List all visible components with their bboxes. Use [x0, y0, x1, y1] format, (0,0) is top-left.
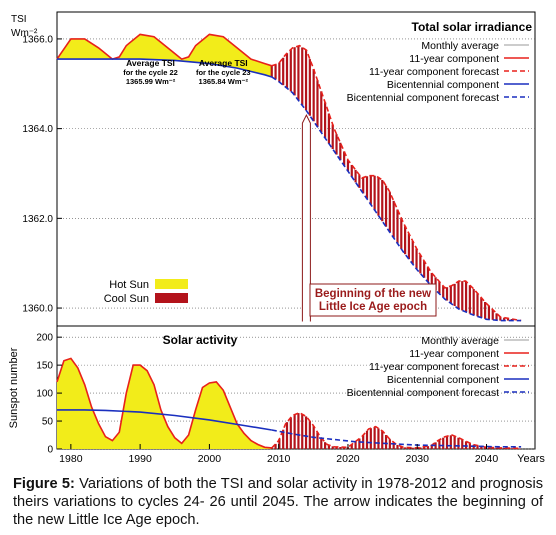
tsi-ytick-label: 1362.0 [22, 214, 53, 225]
tsi-legend-label: Bicentennial component [387, 79, 499, 91]
tsi-annotation-line: for the cycle 22 [123, 68, 178, 77]
tsi-ytick-label: 1366.0 [22, 34, 53, 45]
tsi-fill-legend-label: Cool Sun [104, 293, 149, 305]
tsi-hot-sun-area [57, 34, 272, 78]
tsi-series-bicentennial-component-forecast [271, 76, 522, 322]
sunspot-axis-title: Sunspot number [8, 347, 20, 428]
tsi-annotation-line: 1365.84 Wm⁻² [199, 77, 249, 86]
sunspot-series-bicentennial-component-forecast [271, 429, 522, 448]
tsi-fill-legend-swatch [155, 293, 188, 303]
tsi-panel: 1360.0 1362.0 1364.0 1366.0 TSI Wm⁻² Total … [11, 11, 536, 327]
sunspot-legend-label: Bicentennial component [387, 374, 499, 386]
tsi-legend-label: 11-year component [409, 53, 499, 65]
tsi-series-bicentennial-component [57, 58, 273, 78]
tsi-axis-unit: Wm⁻² [11, 28, 38, 39]
sunspot-chart-title: Solar activity [163, 333, 238, 347]
tsi-series-11-year-component [56, 33, 273, 67]
sunspot-x-axis-label: Years [517, 453, 545, 465]
caption-label: Figure 5: [13, 476, 75, 492]
tsi-fill-legend-swatch [155, 279, 188, 289]
sunspot-hot-sun-area [57, 358, 272, 449]
tsi-ytick-label: 1364.0 [22, 124, 53, 135]
sunspot-xtick-label: 2010 [267, 453, 291, 465]
little-ice-age-arrow [301, 114, 311, 322]
sunspot-ytick-label: 50 [42, 417, 54, 428]
sunspot-ytick-label: 100 [36, 389, 53, 400]
tsi-annotation-line: Average TSI [199, 58, 248, 68]
figure-caption: Figure 5: Variations of both the TSI and… [13, 475, 543, 529]
sunspot-ytick-label: 0 [47, 445, 53, 456]
tsi-axis-title: TSI [11, 14, 27, 25]
sunspot-legend-label: Bicentennial component forecast [347, 387, 499, 399]
tsi-legend-label: 11-year component forecast [369, 66, 499, 78]
little-ice-age-label-box [309, 283, 437, 317]
tsi-annotation-line: 1365.99 Wm⁻² [126, 77, 176, 86]
tsi-legend-label: Monthly average [421, 40, 499, 52]
sunspot-legend-label: Monthly average [421, 335, 499, 347]
sunspot-xtick-label: 2000 [198, 453, 222, 465]
tsi-legend-label: Bicentennial component forecast [347, 92, 499, 104]
sunspot-xtick-label: 1980 [59, 453, 83, 465]
sunspot-xtick-label: 2020 [336, 453, 360, 465]
sunspot-legend-label: 11-year component forecast [369, 361, 499, 373]
tsi-ytick-label: 1360.0 [22, 304, 53, 315]
sunspot-xtick-label: 2040 [475, 453, 499, 465]
sunspot-legend-label: 11-year component [409, 348, 499, 360]
tsi-chart-title: Total solar irradiance [412, 20, 533, 34]
sunspot-series-11-year-component-forecast [271, 411, 522, 450]
little-ice-age-label: Little Ice Age epoch [319, 301, 427, 313]
sunspot-panel: 0 50 100 150 200 1980 1990 2000 2010 2020 2030 204… [8, 325, 545, 465]
sunspot-ytick-label: 150 [36, 361, 53, 372]
sunspot-xtick-label: 2030 [406, 453, 430, 465]
little-ice-age-label: Beginning of the new [315, 288, 431, 300]
sunspot-xtick-label: 1990 [128, 453, 152, 465]
sunspot-ytick-label: 200 [36, 333, 53, 344]
caption-text: Variations of both the TSI and solar act… [13, 476, 543, 528]
tsi-series-11-year-component-forecast [271, 44, 522, 322]
sunspot-series-bicentennial-component [57, 409, 272, 431]
tsi-fill-legend-label: Hot Sun [109, 279, 149, 291]
tsi-annotation-line: Average TSI [126, 58, 175, 68]
tsi-annotation-line: for the cycle 23 [196, 68, 251, 77]
